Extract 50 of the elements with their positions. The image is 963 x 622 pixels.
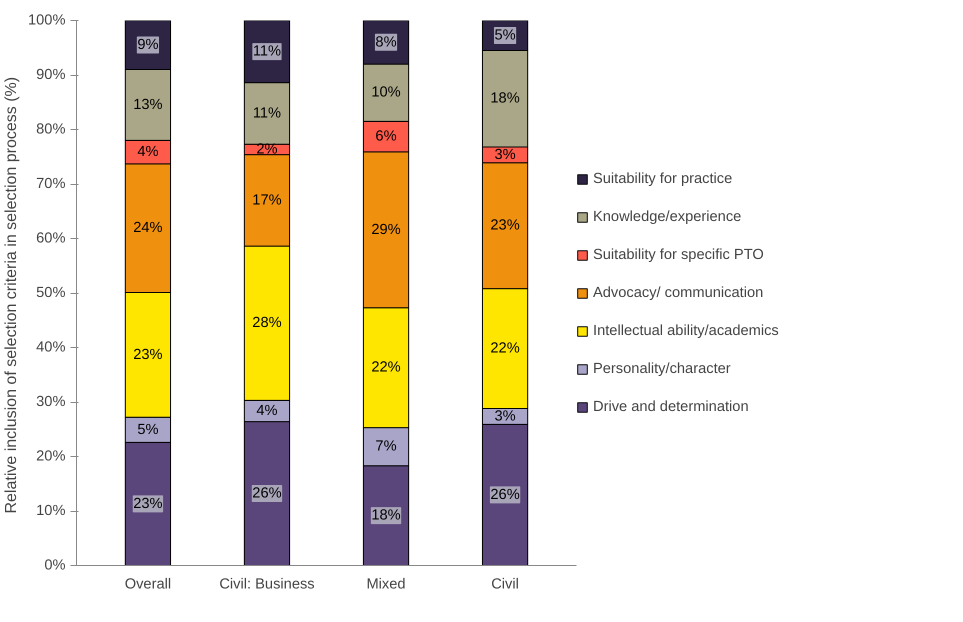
data-label: 22%: [371, 360, 401, 376]
data-label: 3%: [494, 146, 516, 163]
y-axis-title: Relative inclusion of selection criteria in selection process (%): [3, 76, 20, 514]
y-tick-label: 60%: [36, 230, 66, 246]
y-tick-label: 30%: [36, 394, 66, 410]
data-label: 17%: [252, 192, 282, 208]
data-label: 26%: [490, 486, 520, 503]
data-label: 8%: [375, 34, 397, 50]
legend-label: Personality/character: [593, 360, 731, 376]
data-label: 18%: [371, 508, 401, 524]
data-label: 7%: [375, 438, 397, 455]
data-label: 22%: [490, 340, 520, 357]
data-label: 23%: [133, 346, 163, 363]
legend-label: Suitability for practice: [593, 170, 732, 186]
data-label: 9%: [137, 37, 159, 54]
data-label: 28%: [252, 315, 282, 332]
y-tick-label: 80%: [36, 122, 66, 138]
legend-label: Knowledge/experience: [593, 208, 742, 224]
x-tick-label: Civil: [491, 576, 519, 592]
data-label: 26%: [252, 486, 282, 502]
y-tick-label: 90%: [36, 67, 66, 83]
data-label: 18%: [490, 90, 520, 107]
y-tick-label: 70%: [36, 176, 66, 192]
data-label: 3%: [494, 408, 516, 424]
data-label: 5%: [137, 422, 159, 438]
x-tick-label: Civil: Business: [219, 576, 315, 592]
x-tick-label: Overall: [124, 576, 172, 592]
data-label: 29%: [371, 222, 401, 238]
data-label: 23%: [490, 218, 520, 234]
data-label: 13%: [133, 96, 163, 113]
legend-label: Advocacy/ communication: [593, 284, 764, 300]
legend-label: Suitability for specific PTO: [593, 246, 764, 262]
y-tick-label: 10%: [36, 503, 66, 519]
legend-label: Drive and determination: [593, 398, 749, 414]
data-label: 24%: [133, 220, 163, 236]
data-label: 23%: [133, 496, 163, 512]
data-label: 4%: [256, 402, 278, 419]
y-tick-label: 50%: [36, 285, 66, 301]
data-label: 11%: [252, 105, 282, 122]
data-label: 10%: [371, 84, 401, 101]
y-tick-label: 0%: [44, 558, 66, 574]
y-tick-label: 20%: [36, 448, 66, 464]
y-tick-label: 40%: [36, 340, 66, 356]
x-tick-label: Mixed: [366, 576, 406, 592]
data-label: 6%: [375, 128, 397, 145]
y-tick-label: 100%: [28, 12, 66, 28]
data-label: 5%: [494, 27, 516, 44]
data-label: 4%: [137, 144, 159, 160]
data-label: 11%: [252, 44, 282, 60]
legend-label: Intellectual ability/academics: [593, 322, 779, 338]
